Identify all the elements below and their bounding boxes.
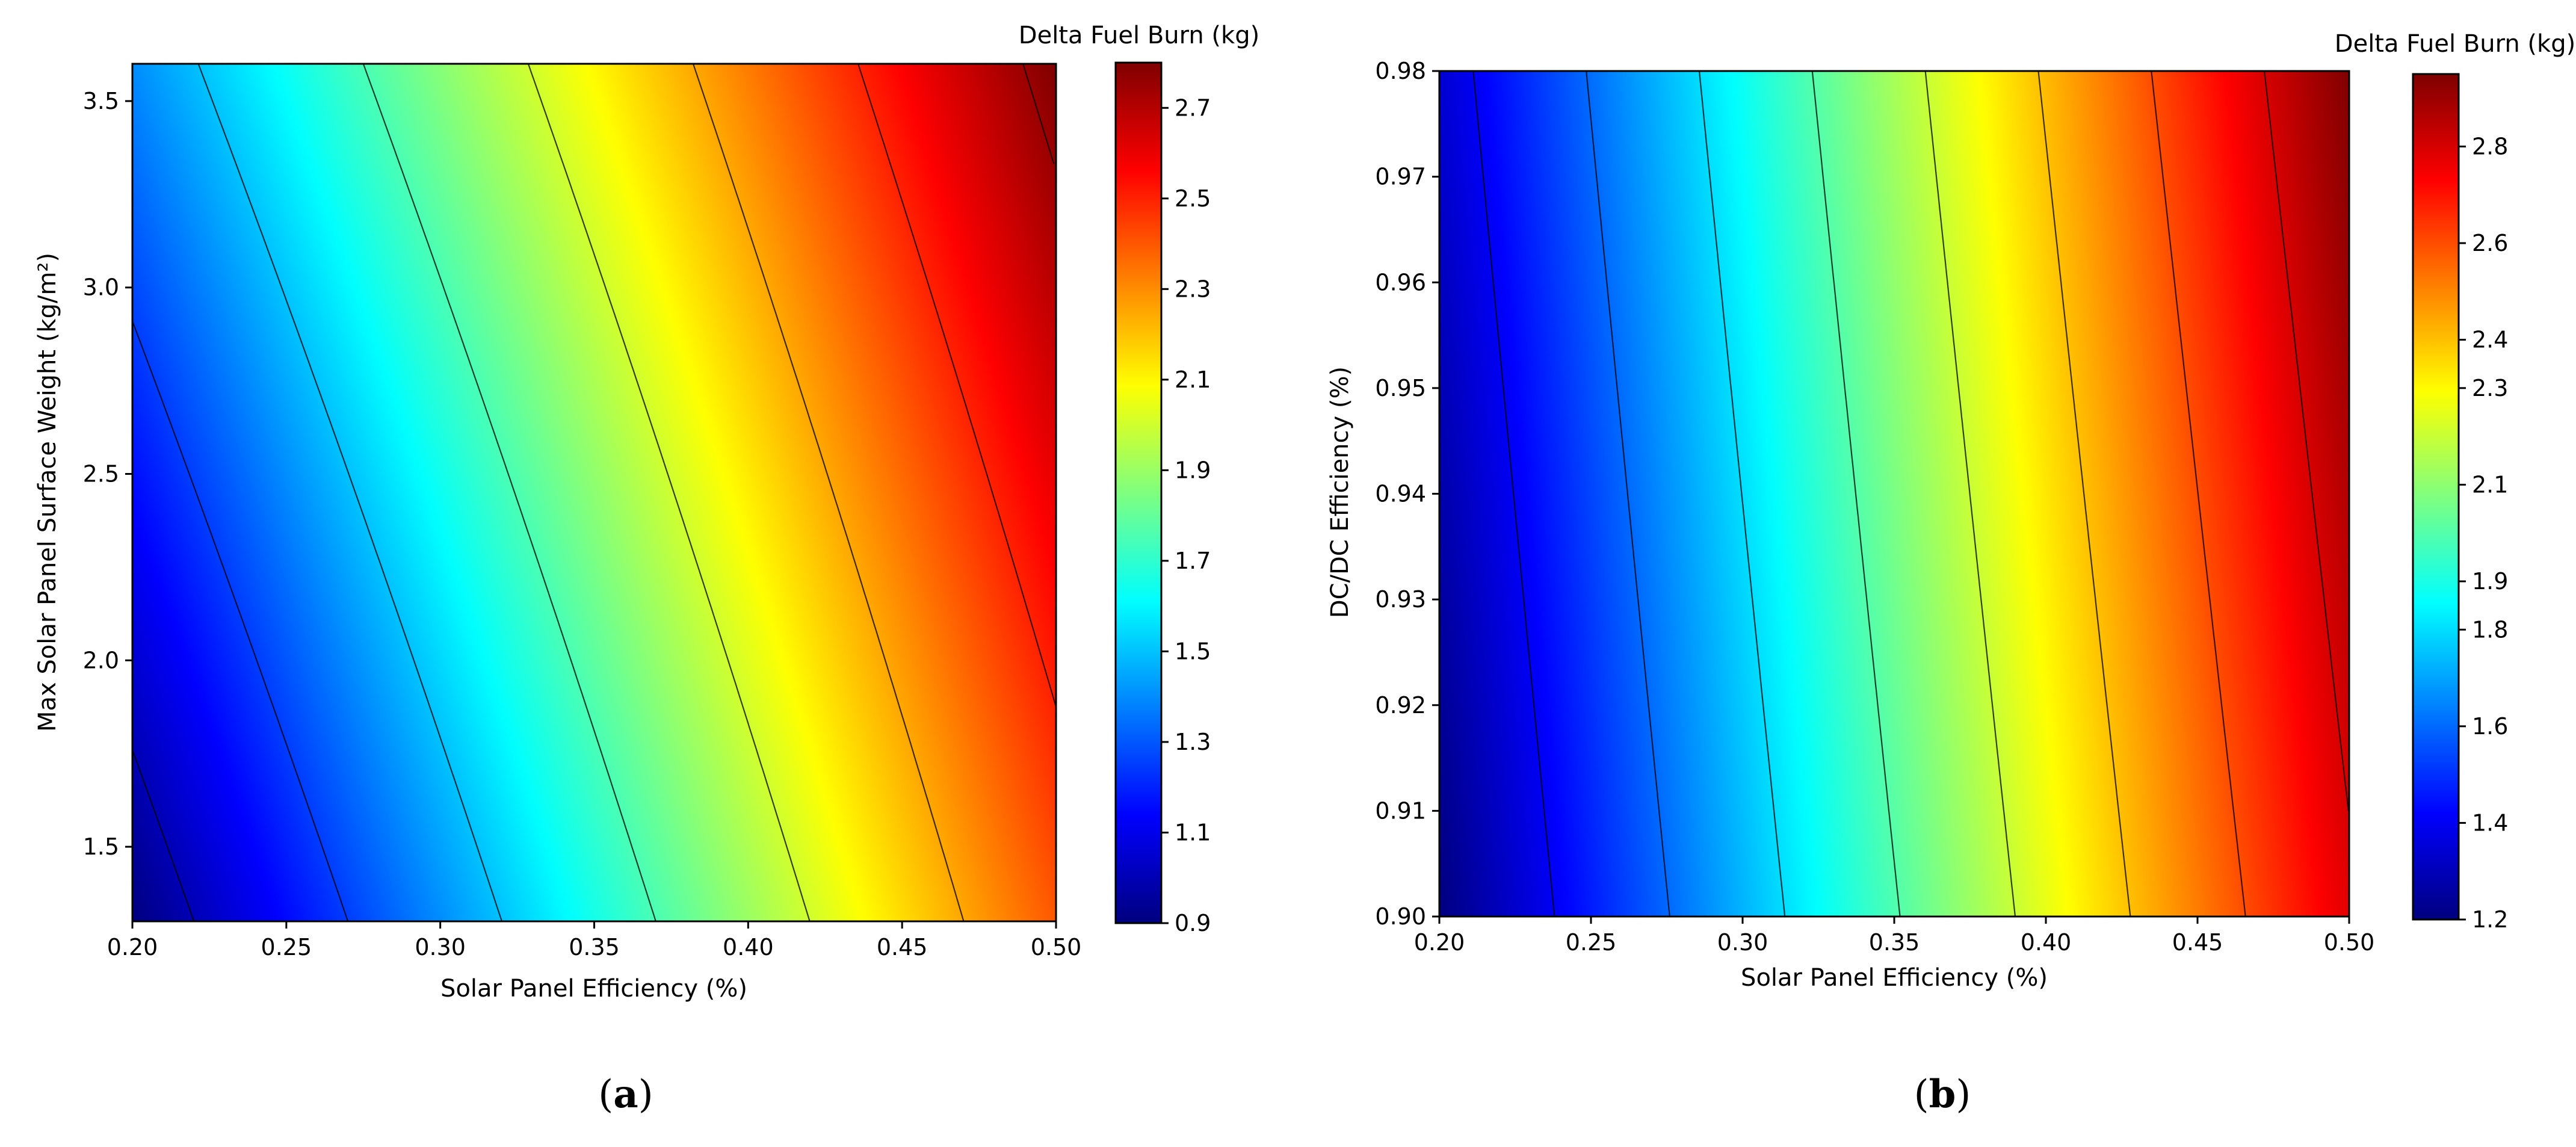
y-tick-label-b-6: 0.96 bbox=[1375, 269, 1426, 295]
colorbar-frame-b bbox=[2412, 73, 2460, 921]
colorbar-tick-label-b-6: 2.3 bbox=[2472, 375, 2508, 401]
x-tick-label-b-4: 0.40 bbox=[2021, 929, 2072, 956]
x-tick-label-b-1: 0.25 bbox=[1566, 929, 1617, 956]
y-tick-label-a-2: 2.5 bbox=[83, 461, 119, 487]
colorbar-tick-label-a-2: 1.3 bbox=[1175, 729, 1211, 755]
y-tick-label-b-0: 0.90 bbox=[1375, 903, 1426, 930]
y-tick-label-b-8: 0.98 bbox=[1375, 58, 1426, 84]
x-ticks-b: 0.20 0.25 0.30 0.35 0.40 0.45 0.50 bbox=[1414, 917, 2375, 956]
heatmap-b bbox=[1439, 71, 2349, 917]
y-tick-label-a-4: 3.5 bbox=[83, 88, 119, 114]
y-tick-label-a-3: 3.0 bbox=[83, 274, 119, 301]
colorbar-tick-label-b-2: 1.6 bbox=[2472, 713, 2508, 740]
x-tick-label-b-3: 0.35 bbox=[1869, 929, 1920, 956]
contour-line-b-2 bbox=[1698, 70, 1786, 917]
x-tick-label-b-0: 0.20 bbox=[1414, 929, 1465, 956]
colorbar-tick-label-a-3: 1.5 bbox=[1175, 638, 1211, 664]
y-tick-label-b-2: 0.92 bbox=[1375, 692, 1426, 719]
x-tick-label-a-3: 0.35 bbox=[569, 934, 620, 960]
colorbar-tick-label-a-8: 2.5 bbox=[1175, 185, 1211, 212]
x-tick-label-a-0: 0.20 bbox=[107, 934, 158, 960]
contour-line-b-4 bbox=[1924, 70, 2016, 917]
x-axis-label-a: Solar Panel Efficiency (%) bbox=[440, 975, 747, 1003]
y-ticks-b: 0.90 0.91 0.92 0.93 0.94 0.95 0.96 0.97 0.98 bbox=[1375, 58, 1439, 930]
x-axis-label-b: Solar Panel Efficiency (%) bbox=[1741, 964, 2048, 992]
contour-line-a-5 bbox=[692, 63, 965, 922]
panel-caption-a: (a) bbox=[598, 1072, 653, 1117]
y-tick-label-a-1: 2.0 bbox=[83, 647, 119, 673]
contour-line-b-6 bbox=[2151, 70, 2246, 917]
panel-caption-letter-a: a bbox=[613, 1072, 638, 1117]
contour-line-a-4 bbox=[527, 63, 811, 922]
contour-line-b-5 bbox=[2037, 70, 2131, 917]
contour-line-b-1 bbox=[1586, 70, 1670, 917]
colorbar-ticks-b: 1.2 1.4 1.6 1.8 1.9 2.1 2.3 2.4 2.6 2.8 bbox=[2459, 133, 2508, 933]
colorbar-frame-a bbox=[1114, 61, 1163, 924]
x-tick-label-a-2: 0.30 bbox=[415, 934, 466, 960]
y-tick-label-b-4: 0.94 bbox=[1375, 481, 1426, 507]
panel-b: 0.20 0.25 0.30 0.35 0.40 0.45 0.50 0.900.910.9… bbox=[1326, 30, 2575, 1117]
y-ticks-a: 1.5 2.0 2.5 3.0 3.5 bbox=[83, 88, 132, 860]
y-tick-label-b-5: 0.95 bbox=[1375, 375, 1426, 401]
colorbar-tick-label-b-8: 2.6 bbox=[2472, 230, 2508, 256]
contour-line-a-3 bbox=[362, 63, 656, 922]
panel-caption-b: (b) bbox=[1914, 1072, 1971, 1117]
colorbar-title-b: Delta Fuel Burn (kg) bbox=[2335, 30, 2575, 58]
panel-a: 0.20 0.25 0.30 0.35 0.40 0.45 0.50 1.5 2.0 2.5 3.… bbox=[34, 22, 1259, 1117]
y-axis-label-b: DC/DC Efficiency (%) bbox=[1326, 366, 1354, 618]
colorbar-tick-label-a-4: 1.7 bbox=[1175, 548, 1211, 574]
x-tick-label-b-5: 0.45 bbox=[2172, 929, 2223, 956]
contour-line-b-0 bbox=[1472, 70, 1555, 917]
contour-line-b-7 bbox=[2264, 70, 2349, 811]
x-tick-label-a-1: 0.25 bbox=[261, 934, 312, 960]
colorbar-tick-label-b-0: 1.2 bbox=[2472, 906, 2508, 933]
colorbar-tick-label-a-1: 1.1 bbox=[1175, 819, 1211, 846]
colorbar-a: 0.9 1.1 1.3 1.5 1.7 1.9 2.1 2.3 2.5 2.7 Delta Fue… bbox=[1019, 22, 1259, 936]
colorbar-tick-label-a-9: 2.7 bbox=[1175, 94, 1211, 121]
y-tick-label-b-1: 0.91 bbox=[1375, 797, 1426, 824]
colorbar-tick-label-a-5: 1.9 bbox=[1175, 457, 1211, 483]
colorbar-tick-label-b-3: 1.8 bbox=[2472, 616, 2508, 643]
contour-line-a-6 bbox=[857, 63, 1057, 708]
x-tick-label-a-6: 0.50 bbox=[1031, 934, 1082, 960]
contour-line-a-0 bbox=[131, 749, 195, 922]
heatmap-a bbox=[132, 64, 1056, 921]
colorbar-tick-label-b-4: 1.9 bbox=[2472, 568, 2508, 595]
colorbar-tick-label-b-7: 2.4 bbox=[2472, 327, 2508, 353]
y-axis-label-a: Max Solar Panel Surface Weight (kg/m²) bbox=[34, 253, 61, 732]
x-ticks-a: 0.20 0.25 0.30 0.35 0.40 0.45 0.50 bbox=[107, 921, 1082, 960]
contour-line-b-3 bbox=[1811, 70, 1901, 917]
contour-line-a-7 bbox=[1022, 63, 1055, 164]
colorbar-ticks-a: 0.9 1.1 1.3 1.5 1.7 1.9 2.1 2.3 2.5 2.7 bbox=[1161, 94, 1211, 936]
contour-lines-b bbox=[1472, 70, 2349, 917]
colorbar-tick-label-a-6: 2.1 bbox=[1175, 366, 1211, 393]
x-tick-label-b-2: 0.30 bbox=[1717, 929, 1768, 956]
panel-caption-letter-b: b bbox=[1929, 1072, 1956, 1117]
colorbar-tick-label-b-1: 1.4 bbox=[2472, 809, 2508, 836]
colorbar-tick-label-b-9: 2.8 bbox=[2472, 133, 2508, 159]
colorbar-tick-label-a-7: 2.3 bbox=[1175, 276, 1211, 302]
x-tick-label-b-6: 0.50 bbox=[2324, 929, 2375, 956]
y-tick-label-b-7: 0.97 bbox=[1375, 164, 1426, 190]
x-tick-label-a-4: 0.40 bbox=[723, 934, 774, 960]
colorbar-title-a: Delta Fuel Burn (kg) bbox=[1019, 22, 1259, 49]
contour-line-a-1 bbox=[131, 321, 349, 922]
y-tick-label-b-3: 0.93 bbox=[1375, 586, 1426, 613]
contour-lines-a bbox=[131, 63, 1057, 922]
colorbar-tick-label-a-0: 0.9 bbox=[1175, 910, 1211, 936]
contour-line-a-2 bbox=[197, 63, 503, 922]
y-tick-label-a-0: 1.5 bbox=[83, 833, 119, 860]
colorbar-b: 1.2 1.4 1.6 1.8 1.9 2.1 2.3 2.4 2.6 2.8 Delta Fue… bbox=[2335, 30, 2575, 933]
x-tick-label-a-5: 0.45 bbox=[877, 934, 928, 960]
colorbar-tick-label-b-5: 2.1 bbox=[2472, 471, 2508, 498]
